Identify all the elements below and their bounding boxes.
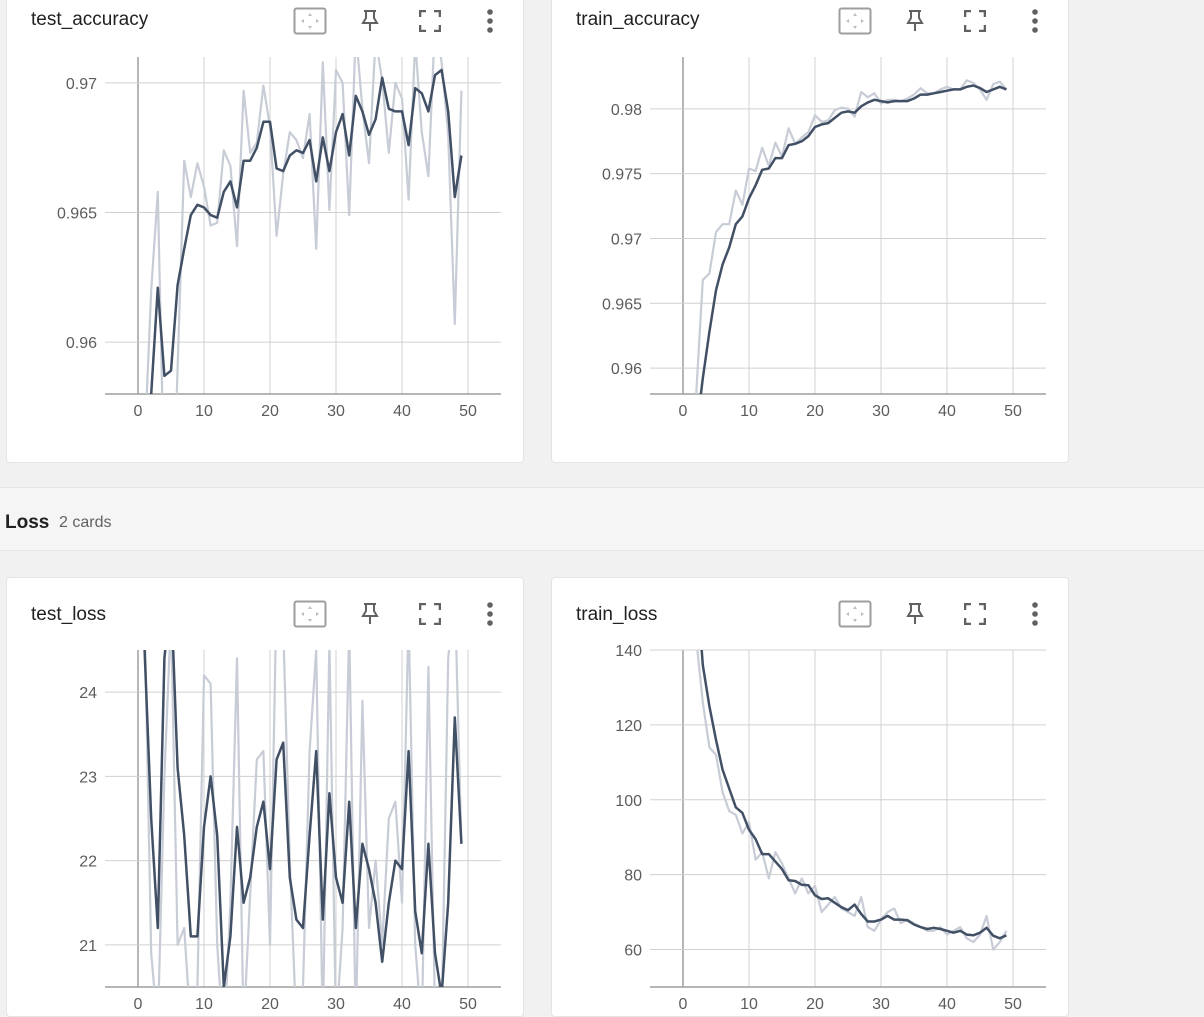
y-tick-label: 140 [615,643,642,660]
x-tick-label: 10 [740,403,758,420]
y-tick-label: 80 [624,868,642,885]
x-tick-label: 50 [1004,996,1022,1013]
fit-domain-icon[interactable] [292,5,328,37]
x-tick-label: 10 [195,996,213,1013]
raw-series-line [144,650,463,987]
y-tick-label: 0.98 [611,102,642,119]
more-vert-icon[interactable] [472,5,508,37]
fit-domain-icon[interactable] [292,598,328,630]
x-tick-label: 10 [195,403,213,420]
pin-icon[interactable] [352,598,388,630]
y-tick-label: 60 [624,943,642,960]
smoothed-series-line [700,650,1007,940]
x-tick-label: 40 [938,403,956,420]
x-tick-label: 20 [806,996,824,1013]
section-title: Loss [5,512,50,533]
fullscreen-icon[interactable] [957,5,993,37]
fit-domain-icon[interactable] [837,598,873,630]
raw-series-line [696,650,1008,951]
more-vert-icon[interactable] [1017,598,1053,630]
x-tick-label: 30 [872,403,890,420]
card-title: train_accuracy [576,9,700,30]
x-tick-label: 20 [261,996,279,1013]
fit-domain-icon[interactable] [837,5,873,37]
x-tick-label: 50 [459,403,477,420]
x-tick-label: 10 [740,996,758,1013]
fullscreen-icon[interactable] [412,5,448,37]
pin-icon[interactable] [352,5,388,37]
y-tick-label: 0.975 [602,167,642,184]
card-title: test_accuracy [31,9,149,30]
fullscreen-icon[interactable] [957,598,993,630]
smoothed-series-line [143,650,463,987]
y-tick-label: 23 [79,769,97,786]
section-card-count: 2 cards [59,514,112,531]
x-tick-label: 40 [393,996,411,1013]
y-tick-label: 100 [615,793,642,810]
y-tick-label: 0.965 [602,296,642,313]
y-tick-label: 0.96 [66,335,97,352]
pin-icon[interactable] [897,5,933,37]
y-tick-label: 120 [615,718,642,735]
chart-card-test-loss: test_loss 0 10 20 30 40 50 21 22 23 24 [6,577,524,1017]
x-tick-label: 0 [134,403,143,420]
x-tick-label: 40 [393,403,411,420]
x-tick-label: 30 [872,996,890,1013]
x-tick-label: 20 [261,403,279,420]
x-tick-label: 20 [806,403,824,420]
chart-card-train-loss: train_loss 0 10 20 30 40 50 60 80 100 120 140 [551,577,1069,1017]
line-chart: 0 10 20 30 40 50 0.96 0.965 0.97 0.975 0.98 [602,57,1046,420]
x-tick-label: 30 [327,403,345,420]
chart-card-train-accuracy: train_accuracy 0 10 20 30 40 50 0.96 0.965 0.97 0… [551,0,1069,463]
chart-card-test-accuracy: test_accuracy 0 10 20 30 40 50 0.96 0.965 0.97 [6,0,524,463]
x-tick-label: 50 [459,996,477,1013]
x-tick-label: 40 [938,996,956,1013]
y-tick-label: 0.97 [66,76,97,93]
smoothed-series-line [699,84,1007,394]
card-title: test_loss [31,604,106,625]
y-tick-label: 21 [79,938,97,955]
x-tick-label: 0 [679,996,688,1013]
y-tick-label: 24 [79,685,97,702]
y-tick-label: 0.96 [611,361,642,378]
more-vert-icon[interactable] [472,598,508,630]
line-chart: 0 10 20 30 40 50 21 22 23 24 [79,650,501,1013]
y-tick-label: 22 [79,854,97,871]
more-vert-icon[interactable] [1017,5,1053,37]
y-tick-label: 0.97 [611,231,642,248]
y-tick-label: 0.965 [57,206,97,223]
raw-series-line [145,57,463,394]
card-title: train_loss [576,604,658,625]
section-header: Loss 2 cards [0,487,1204,551]
x-tick-label: 0 [134,996,143,1013]
x-tick-label: 50 [1004,403,1022,420]
line-chart: 0 10 20 30 40 50 0.96 0.965 0.97 [57,57,501,420]
line-chart: 0 10 20 30 40 50 60 80 100 120 140 [615,643,1046,1013]
pin-icon[interactable] [897,598,933,630]
smoothed-series-line [149,68,463,394]
raw-series-line [695,79,1008,394]
fullscreen-icon[interactable] [412,598,448,630]
x-tick-label: 0 [679,403,688,420]
x-tick-label: 30 [327,996,345,1013]
